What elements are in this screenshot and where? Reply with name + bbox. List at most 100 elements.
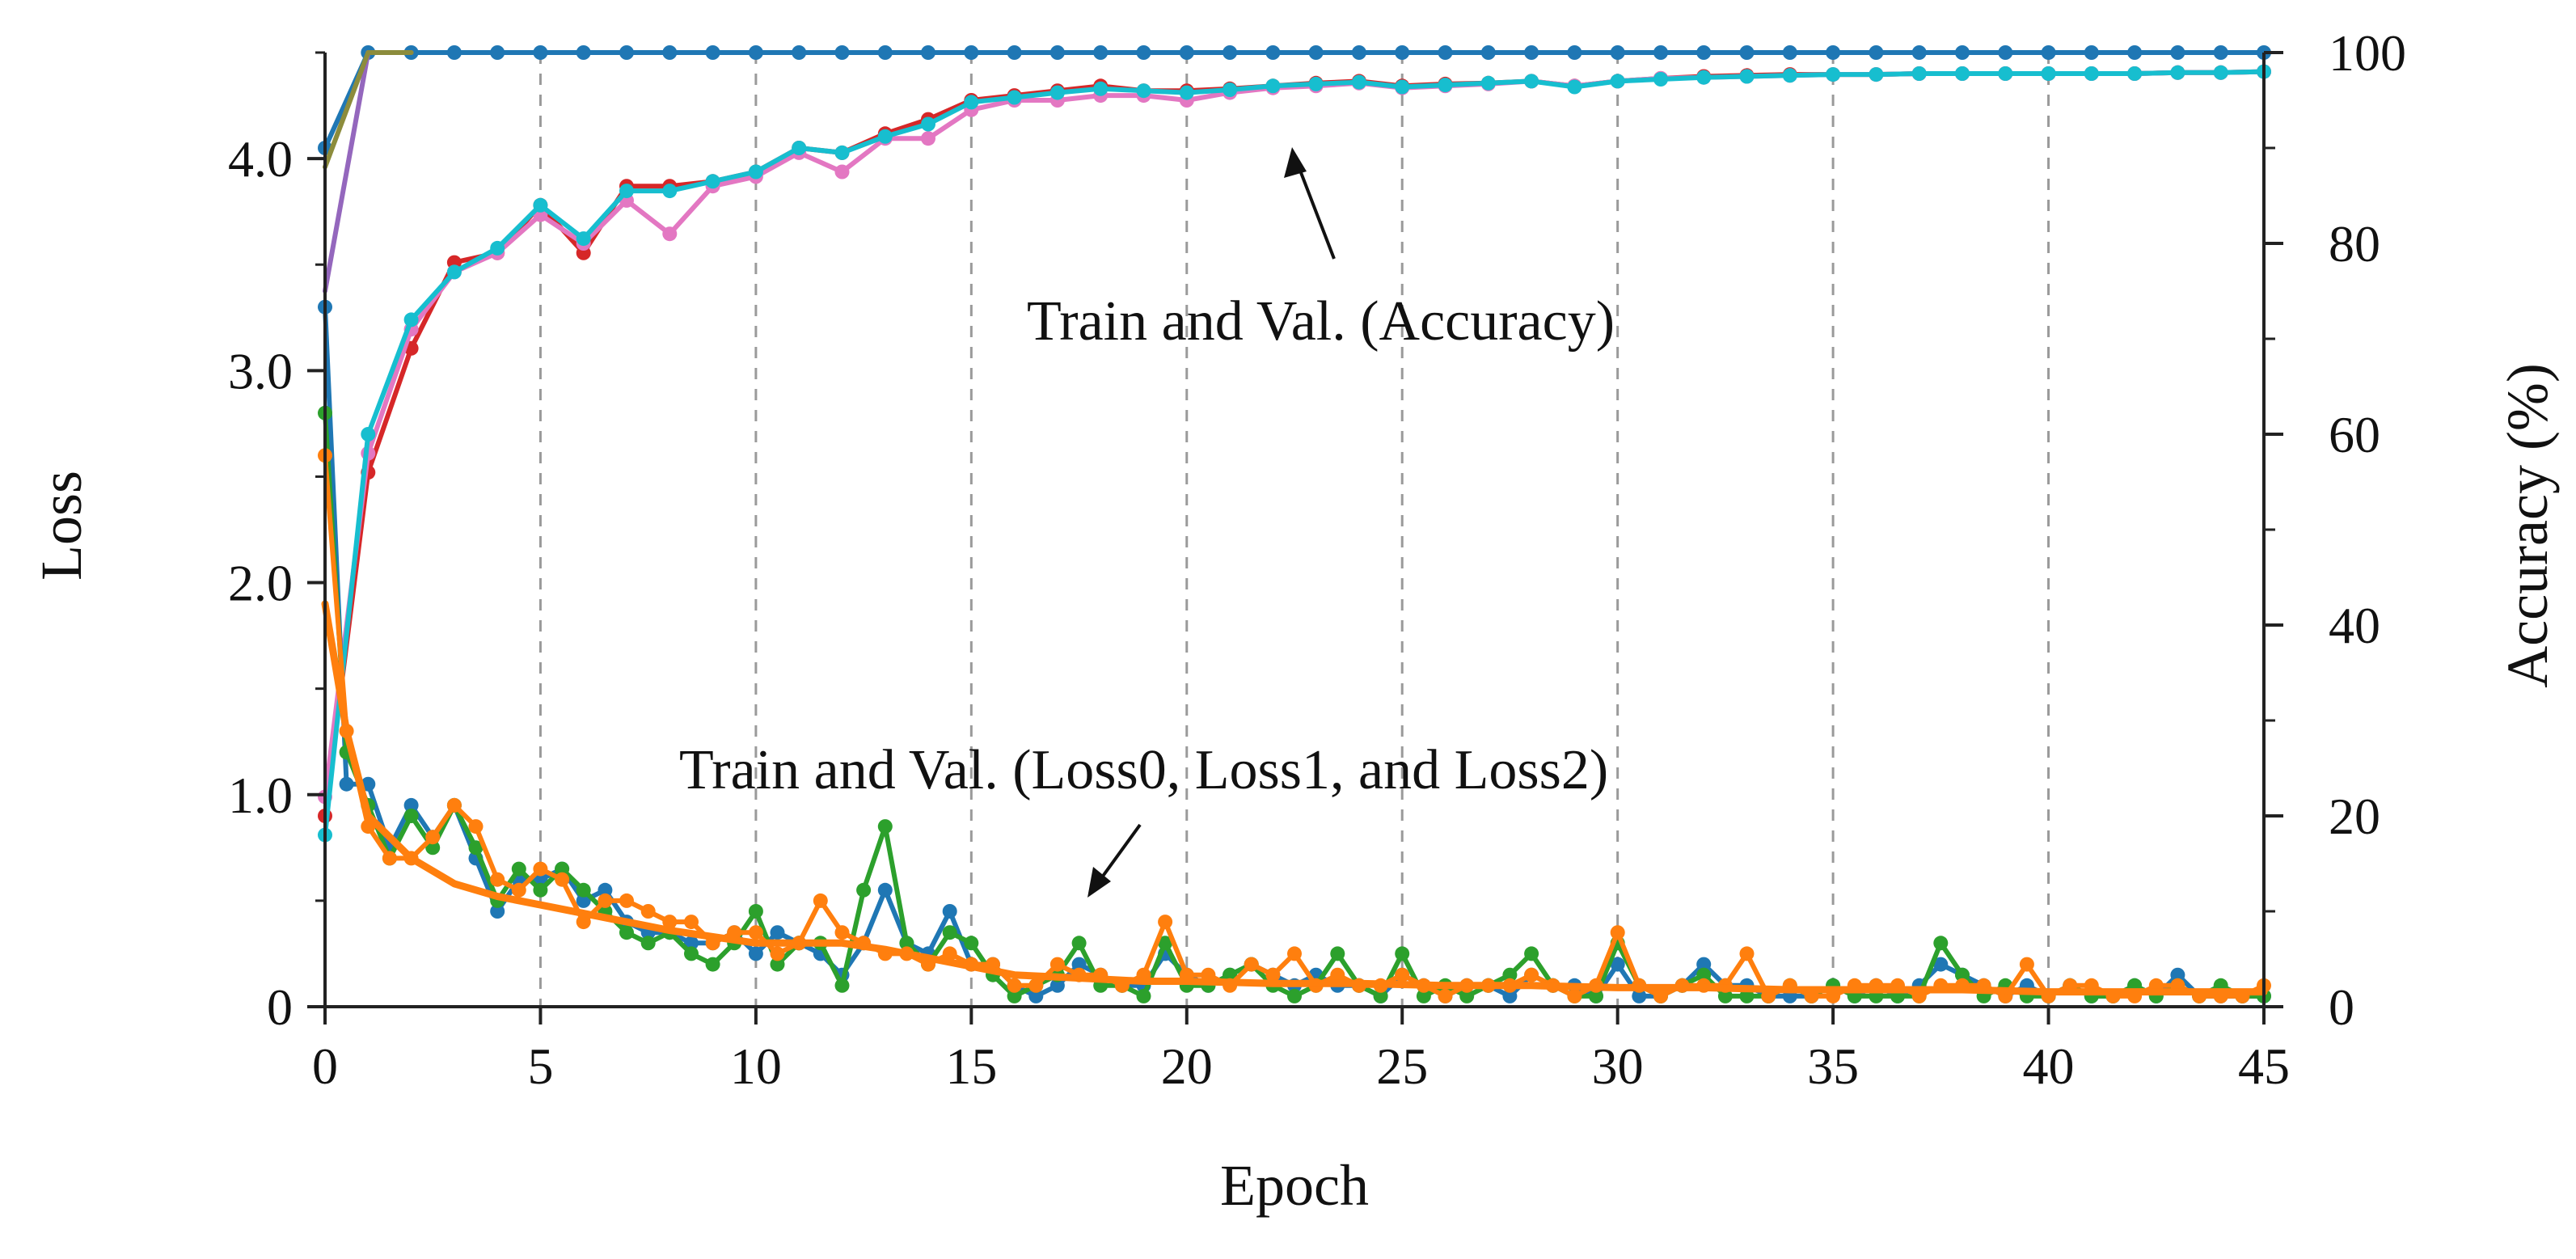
series-loss-trend: [321, 600, 2268, 996]
data-point-loss0: [1632, 988, 1647, 1003]
data-point-val-accuracy-3: [1567, 79, 1582, 95]
data-point-loss2: [770, 946, 785, 961]
x-tick-label: 20: [1161, 1037, 1213, 1095]
data-point-loss0: [1502, 988, 1518, 1003]
data-point-loss1: [619, 925, 634, 940]
data-point-loss0: [1933, 957, 1949, 972]
data-point-train-accuracy-1: [1049, 45, 1065, 60]
data-point-loss0: [598, 882, 613, 898]
data-point-val-accuracy-3: [2084, 66, 2099, 81]
data-point-val-accuracy-3: [748, 164, 763, 180]
data-point-loss2: [1610, 925, 1625, 940]
data-point-train-accuracy-1: [1869, 45, 1884, 60]
data-point-loss1: [576, 882, 591, 898]
y-left-tick-label: 2.0: [228, 555, 293, 612]
data-point-val-accuracy-3: [1395, 79, 1410, 95]
data-point-val-accuracy-3: [1179, 85, 1194, 100]
data-point-val-accuracy-3: [1480, 75, 1496, 91]
data-point-loss2: [1007, 978, 1022, 993]
x-tick-label: 5: [527, 1037, 553, 1095]
data-point-val-accuracy-3: [2170, 65, 2185, 80]
data-point-train-accuracy-1: [1653, 45, 1668, 60]
data-point-val-accuracy-3: [1911, 66, 1927, 81]
data-point-loss2: [1244, 957, 1259, 972]
data-point-loss1: [1717, 988, 1733, 1003]
data-point-loss1: [1007, 988, 1022, 1003]
data-point-loss1: [1373, 988, 1388, 1003]
y-left-tick-label: 3.0: [228, 342, 293, 399]
data-point-loss1: [468, 840, 484, 856]
data-point-loss1: [964, 936, 979, 951]
data-point-loss2: [834, 925, 850, 940]
y-right-tick-label: 60: [2329, 406, 2380, 463]
data-point-train-accuracy-1: [1696, 45, 1712, 60]
x-tick-label: 40: [2023, 1037, 2075, 1095]
data-point-loss2: [1438, 988, 1453, 1003]
data-point-val-accuracy-3: [1351, 74, 1366, 90]
data-point-loss0: [748, 946, 763, 961]
data-point-val-accuracy-3: [1739, 69, 1755, 84]
data-point-loss0: [490, 904, 505, 919]
x-tick-label: 25: [1376, 1037, 1428, 1095]
data-point-loss0: [403, 797, 419, 813]
data-point-loss2: [1395, 967, 1410, 982]
data-point-val-accuracy-3: [2041, 66, 2056, 81]
series-val-accuracy-1: [318, 64, 2271, 823]
data-point-val-accuracy-3: [1093, 81, 1109, 96]
data-point-val-accuracy-3: [619, 184, 634, 199]
data-point-loss1: [877, 819, 893, 834]
data-point-train-accuracy-1: [964, 45, 979, 60]
data-point-train-accuracy-1: [1179, 45, 1194, 60]
data-point-loss0: [1610, 957, 1625, 972]
y-axis-right-title: Accuracy (%): [2495, 363, 2560, 688]
data-point-train-accuracy-1: [533, 45, 548, 60]
y-left-tick-label: 4.0: [228, 130, 293, 188]
annotation-loss: Train and Val. (Loss0, Loss1, and Loss2): [679, 739, 1608, 801]
data-point-val-accuracy-3: [1869, 67, 1884, 82]
data-point-val-accuracy-3: [1265, 78, 1281, 94]
data-point-train-accuracy-1: [1567, 45, 1582, 60]
x-axis-title: Epoch: [1220, 1153, 1369, 1218]
data-point-loss2: [1524, 967, 1539, 982]
data-point-loss1: [705, 957, 720, 972]
series-val-accuracy-2: [318, 64, 2271, 805]
data-point-train-accuracy-1: [1739, 45, 1755, 60]
data-point-train-accuracy-1: [1955, 45, 1970, 60]
y-right-tick-label: 100: [2329, 24, 2406, 82]
series-train-accuracy-1: [318, 45, 2271, 155]
data-point-loss2: [1028, 978, 1044, 993]
grid-lines: [538, 53, 2266, 1007]
data-point-loss2: [1567, 988, 1582, 1003]
data-point-loss2: [1049, 957, 1065, 972]
data-point-loss0: [1049, 978, 1065, 993]
data-point-train-accuracy-1: [1265, 45, 1281, 60]
y-right-tick-label: 80: [2329, 215, 2380, 273]
y-left-tick-label: 1.0: [228, 767, 293, 824]
data-point-train-accuracy-1: [2127, 45, 2143, 60]
data-point-val-accuracy-3: [1955, 66, 1970, 81]
series-line-loss-trend: [321, 600, 2268, 996]
annotations: Train and Val. (Accuracy) Train and Val.…: [679, 147, 1615, 898]
data-point-loss1: [942, 925, 957, 940]
data-point-loss0: [1028, 988, 1044, 1003]
data-point-loss1: [770, 957, 785, 972]
data-point-loss0: [339, 776, 354, 792]
data-point-train-accuracy-1: [446, 45, 462, 60]
data-point-train-accuracy-1: [1524, 45, 1539, 60]
data-point-loss2: [2019, 957, 2034, 972]
data-point-val-accuracy-2: [662, 226, 678, 242]
x-tick-label: 10: [730, 1037, 782, 1095]
series-train-accuracy-3: [323, 50, 414, 170]
data-point-train-accuracy-1: [1782, 45, 1797, 60]
data-point-val-accuracy-3: [361, 427, 376, 441]
data-point-train-accuracy-1: [619, 45, 634, 60]
series-line-val-accuracy-2: [323, 69, 2266, 800]
data-point-loss2: [942, 946, 957, 961]
data-point-loss1: [1287, 988, 1302, 1003]
data-point-val-accuracy-2: [921, 131, 935, 146]
annotation-accuracy: Train and Val. (Accuracy): [1027, 290, 1615, 353]
series-loss1: [318, 405, 2271, 1003]
data-point-train-accuracy-1: [877, 45, 893, 60]
data-point-loss2: [576, 915, 591, 930]
y-right-tick-label: 20: [2329, 788, 2380, 845]
